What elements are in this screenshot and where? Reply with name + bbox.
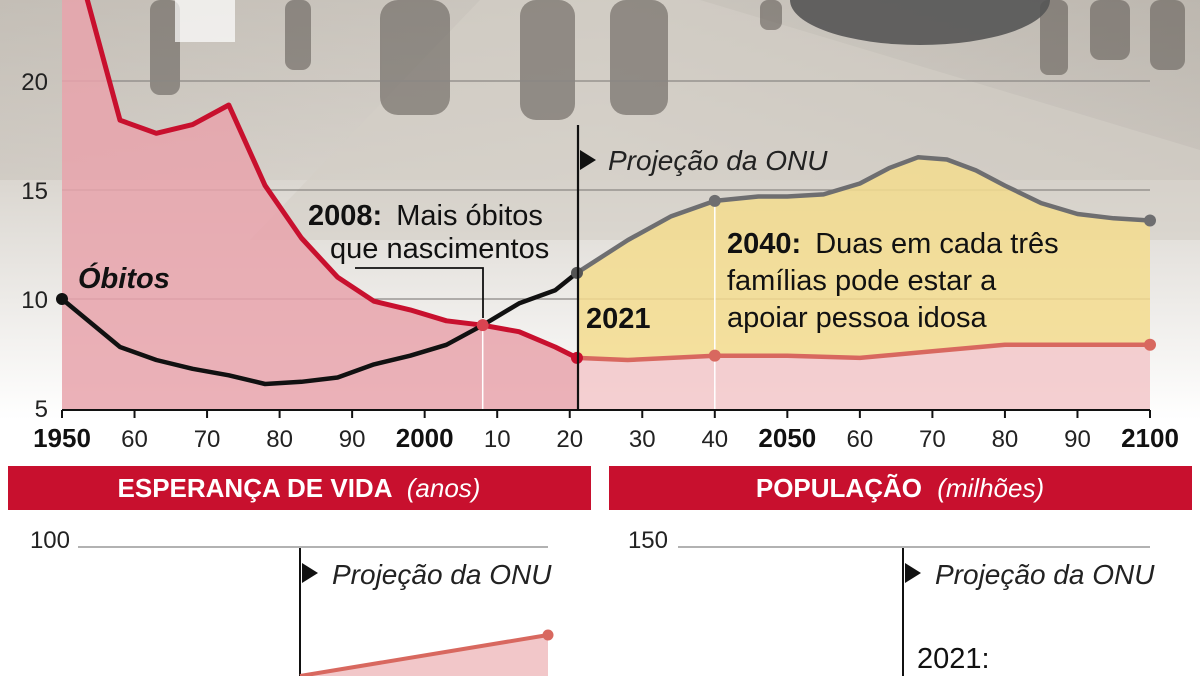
births-line [84,0,579,361]
main-x-axis: 1950 60 70 80 90 2000 10 20 30 40 2050 60 70 80 90 2100 [33,409,1179,453]
annotation-2008: 2008: Mais óbitos [308,200,543,232]
x-tick-1980: 80 [266,426,293,453]
deaths-line [60,271,579,387]
life-expectancy-projection-label: Projeção da ONU [332,559,552,590]
x-tick-2090: 90 [1064,426,1091,453]
deaths-point-2100 [1144,214,1156,227]
annotation-2040: 2040: Duas em cada três [727,228,1059,260]
life-expectancy-unit: (anos) [407,473,481,503]
projection-label: Projeção da ONU [608,145,828,176]
x-tick-1950: 1950 [33,423,91,453]
population-y-tick-150: 150 [628,527,668,554]
births-point-2100 [1144,338,1156,351]
x-tick-2010: 10 [484,426,511,453]
post-2021-births-area-fill [576,344,1150,410]
life-expectancy-point-2100 [542,629,554,641]
life-expectancy-title-text: ESPERANÇA DE VIDA [118,473,393,503]
projection-deaths-line [575,155,1151,275]
x-tick-2000: 2000 [396,423,454,453]
x-tick-2080: 80 [992,426,1019,453]
births-point-2040 [708,349,721,362]
annotation-2008-leader [355,267,484,318]
deaths-series-label: Óbitos [78,261,170,295]
population-projection-arrow-icon [905,563,921,583]
x-tick-2100: 2100 [1121,423,1179,453]
annotation-2040-year: 2040: [727,228,801,260]
annotation-2040-line2: famílias pode estar a [727,265,997,297]
x-tick-1990: 90 [339,426,366,453]
post-2021-births-line [576,342,1150,363]
life-expectancy-banner [8,466,591,510]
y-tick-15: 15 [21,178,48,205]
x-tick-2060: 60 [847,426,874,453]
x-tick-2070: 70 [919,426,946,453]
annotation-2008-line1: Mais óbitos [396,200,543,232]
x-tick-1960: 60 [121,426,148,453]
x-tick-2020: 20 [556,426,583,453]
crossover-point-2008 [476,319,489,332]
x-tick-2050: 2050 [758,423,816,453]
projection-area-fill [577,157,1150,360]
annotation-2040-line3: apoiar pessoa idosa [727,302,987,334]
main-y-axis-ticks: 20 15 10 5 [21,69,48,423]
life-expectancy-y-tick-100: 100 [30,527,70,554]
population-projection-label: Projeção da ONU [935,559,1155,590]
life-expectancy-line [299,633,549,676]
population-banner [609,466,1192,510]
x-tick-2030: 30 [629,426,656,453]
annotation-2008-year: 2008: [308,200,382,232]
population-annotation-2021: 2021: [917,643,990,675]
projection-arrow-icon [580,150,596,170]
life-expectancy-title: ESPERANÇA DE VIDA (anos) [118,473,481,503]
y-tick-10: 10 [21,287,48,314]
deaths-point-2040 [708,194,721,207]
annotation-2040-line1: Duas em cada três [815,228,1058,260]
population-unit: (milhões) [937,473,1044,503]
y-tick-5: 5 [35,396,48,423]
population-title: POPULAÇÃO (milhões) [756,473,1044,503]
population-title-text: POPULAÇÃO [756,473,922,503]
life-expectancy-projection-arrow-icon [302,563,318,583]
population-chart: 150 Projeção da ONU 2021: [628,527,1155,676]
main-chart-plot [56,0,1156,410]
annotation-2008-line2: que nascimentos [330,233,549,265]
annotation-2021: 2021 [586,303,651,335]
x-tick-1970: 70 [194,426,221,453]
births-area-fill [62,0,577,410]
deaths-point-1950 [56,293,68,305]
x-tick-2040: 40 [701,426,728,453]
life-expectancy-chart: 100 Projeção da ONU [30,527,554,676]
y-tick-20: 20 [21,69,48,96]
